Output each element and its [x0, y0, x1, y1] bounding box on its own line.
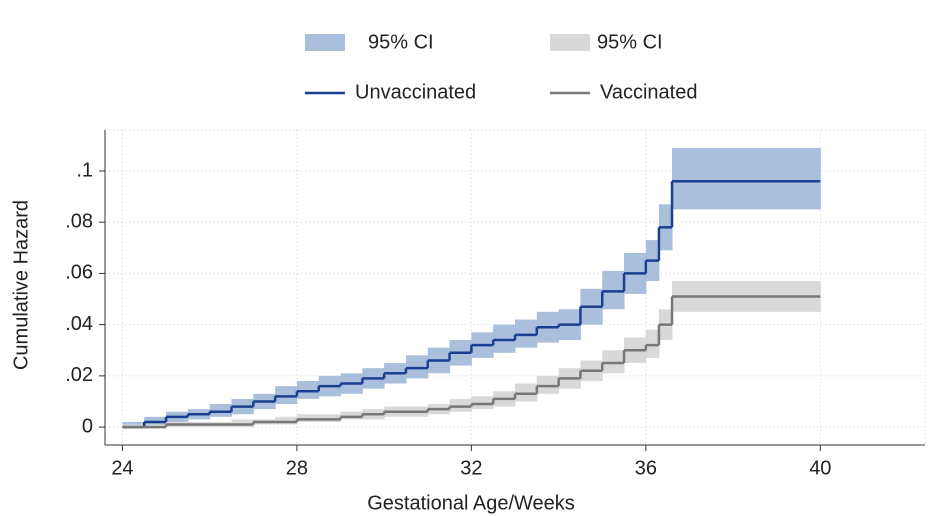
x-tick-label: 28 — [286, 457, 308, 479]
ci-band — [493, 324, 516, 353]
ci-band — [515, 319, 538, 348]
x-tick-label: 24 — [111, 457, 133, 479]
y-tick-label: .08 — [65, 210, 93, 232]
legend-swatch — [305, 34, 345, 51]
y-axis-label: Cumulative Hazard — [10, 200, 32, 370]
legend-label: Vaccinated — [600, 81, 697, 103]
y-tick-label: .06 — [65, 262, 93, 284]
ci-band — [318, 414, 342, 422]
ci-band — [405, 355, 429, 379]
ci-band — [296, 380, 320, 399]
legend-swatch — [550, 34, 590, 51]
y-tick-label: .02 — [65, 364, 93, 386]
y-tick-label: .1 — [76, 159, 93, 181]
legend-label: Unvaccinated — [355, 81, 476, 103]
x-tick-label: 40 — [809, 457, 831, 479]
ci-band — [645, 329, 660, 358]
ci-band — [296, 414, 320, 422]
ci-band — [672, 147, 821, 210]
legend-label: 95% CI — [368, 31, 434, 53]
ci-band — [275, 416, 298, 425]
ci-band — [340, 411, 363, 420]
ci-band — [449, 398, 472, 412]
ci-band — [536, 375, 560, 394]
ci-band — [209, 404, 232, 417]
x-tick-label: 32 — [460, 457, 482, 479]
ci-band — [122, 424, 145, 428]
ci-band — [144, 424, 167, 428]
y-tick-label: 0 — [82, 415, 93, 437]
ci-band — [471, 396, 494, 410]
ci-band — [275, 386, 298, 405]
y-tick-label: .04 — [65, 313, 93, 335]
ci-band — [144, 416, 167, 425]
ci-band — [602, 270, 625, 310]
x-axis-label: Gestational Age/Weeks — [367, 492, 575, 514]
ci-band — [515, 383, 538, 402]
legend-label: 95% CI — [597, 31, 663, 53]
x-tick-label: 36 — [635, 457, 657, 479]
ci-band — [602, 350, 625, 374]
ci-band — [231, 419, 254, 428]
